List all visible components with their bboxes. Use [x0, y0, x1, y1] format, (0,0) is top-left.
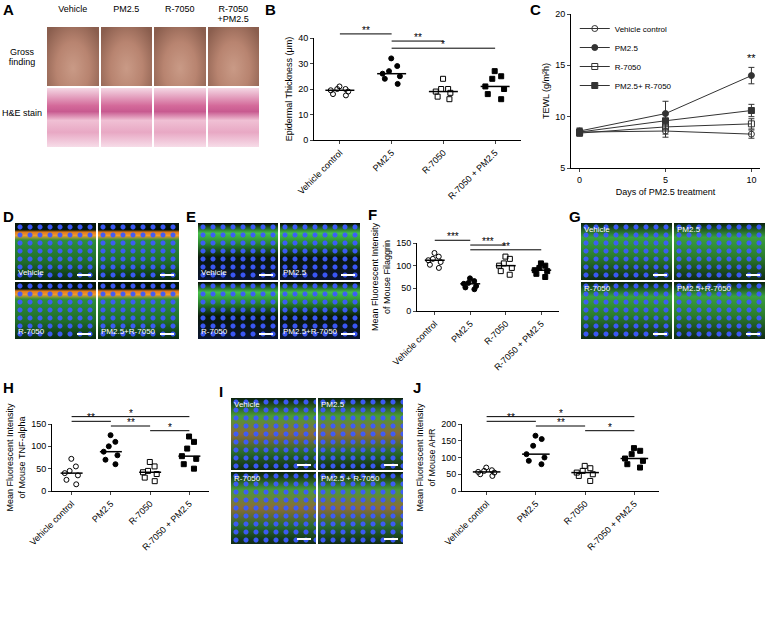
svg-text:Epidermal Thickness (μm): Epidermal Thickness (μm) — [284, 37, 294, 142]
html-text:Vehicle: Vehicle — [584, 225, 610, 234]
svg-text:5: 5 — [560, 163, 565, 173]
svg-text:Vehicle control: Vehicle control — [443, 499, 491, 547]
svg-text:***: *** — [482, 236, 494, 247]
svg-text:*: * — [441, 39, 445, 50]
svg-text:Days of PM2.5 treatment: Days of PM2.5 treatment — [616, 187, 716, 197]
svg-text:150: 150 — [441, 436, 456, 446]
svg-text:200: 200 — [441, 419, 456, 429]
svg-text:R-7050: R-7050 — [482, 319, 510, 347]
svg-text:**: ** — [362, 25, 370, 36]
html-text:Vehicle: Vehicle — [58, 4, 88, 14]
svg-text:**: ** — [414, 32, 422, 43]
html-text:A: A — [3, 1, 14, 18]
html-text:Vehicle: Vehicle — [201, 268, 227, 277]
svg-text:***: *** — [447, 231, 459, 242]
html-text:PM2.5: PM2.5 — [677, 225, 701, 234]
svg-text:50: 50 — [36, 464, 46, 474]
svg-text:PM2.5: PM2.5 — [371, 148, 396, 173]
svg-text:150: 150 — [396, 238, 411, 248]
svg-text:*: * — [129, 408, 133, 419]
svg-text:Vehicle control: Vehicle control — [28, 499, 76, 547]
html-text:R-7050: R-7050 — [18, 327, 45, 336]
html-text:R-7050: R-7050 — [201, 327, 228, 336]
html-text:J: J — [413, 379, 422, 396]
svg-text:40: 40 — [298, 33, 308, 43]
svg-text:20: 20 — [555, 9, 565, 19]
svg-text:Vehicle control: Vehicle control — [615, 25, 667, 34]
svg-text:Mean Fluorescent Intensityof M: Mean Fluorescent Intensityof Mouse Filag… — [370, 222, 392, 331]
svg-text:R-7050 + PM2.5: R-7050 + PM2.5 — [585, 499, 639, 553]
html-text:Vehicle: Vehicle — [234, 400, 260, 409]
svg-text:5: 5 — [663, 175, 668, 185]
svg-text:PM2.5+ R-7050: PM2.5+ R-7050 — [615, 82, 672, 91]
svg-text:R-7050 + PM2.5: R-7050 + PM2.5 — [446, 148, 500, 202]
html-text:R-7050: R-7050 — [234, 474, 261, 483]
svg-text:*: * — [168, 422, 172, 433]
svg-text:**: ** — [502, 241, 510, 252]
svg-text:30: 30 — [298, 59, 308, 69]
html-text:PM2.5+R-7050: PM2.5+R-7050 — [677, 284, 731, 293]
svg-text:*: * — [608, 422, 612, 433]
svg-text:150: 150 — [31, 419, 46, 429]
svg-text:0: 0 — [577, 175, 582, 185]
svg-text:15: 15 — [555, 60, 565, 70]
svg-text:R-7050: R-7050 — [127, 499, 155, 527]
svg-text:0: 0 — [41, 486, 46, 496]
svg-text:**: ** — [87, 412, 95, 423]
svg-text:10: 10 — [298, 110, 308, 120]
svg-text:**: ** — [557, 417, 565, 428]
svg-text:10: 10 — [746, 175, 756, 185]
svg-text:10: 10 — [555, 112, 565, 122]
svg-text:100: 100 — [441, 453, 456, 463]
html-text:B: B — [265, 1, 276, 18]
svg-text:50: 50 — [446, 469, 456, 479]
html-text:G: G — [569, 208, 581, 225]
svg-text:TEWL (g/m²h): TEWL (g/m²h) — [541, 63, 551, 119]
svg-text:0: 0 — [406, 306, 411, 316]
html-text:R-7050 +PM2.5: R-7050 +PM2.5 — [217, 4, 249, 24]
svg-text:20: 20 — [298, 84, 308, 94]
html-text:R-7050: R-7050 — [165, 4, 195, 14]
html-text:F: F — [368, 206, 378, 223]
html-text:E: E — [186, 208, 196, 225]
svg-text:Vehicle control: Vehicle control — [391, 319, 439, 367]
svg-text:PM2.5: PM2.5 — [449, 319, 474, 344]
svg-text:R-7050: R-7050 — [420, 148, 448, 176]
svg-text:Mean Fluorescent Intensityof M: Mean Fluorescent Intensityof Mouse TNF-a… — [5, 403, 27, 512]
html-text:C: C — [530, 1, 541, 18]
html-text:PM2.5: PM2.5 — [113, 4, 140, 14]
html-text:Gross finding: Gross finding — [8, 46, 36, 67]
html-text:I: I — [219, 383, 224, 400]
svg-text:R-7050: R-7050 — [562, 499, 590, 527]
svg-text:0: 0 — [451, 486, 456, 496]
svg-text:**: ** — [127, 417, 135, 428]
svg-text:**: ** — [507, 412, 515, 423]
svg-text:100: 100 — [31, 441, 46, 451]
html-text:H: H — [3, 379, 14, 396]
html-text:R-7050: R-7050 — [584, 284, 611, 293]
svg-text:PM2.5: PM2.5 — [515, 499, 540, 524]
svg-text:R-7050: R-7050 — [615, 63, 642, 72]
svg-text:**: ** — [747, 52, 756, 64]
html-text:D: D — [3, 208, 14, 225]
svg-text:*: * — [559, 408, 563, 419]
html-text:Vehicle: Vehicle — [18, 268, 44, 277]
svg-text:Vehicle control: Vehicle control — [296, 148, 344, 196]
html-text:PM2.5+R-7050: PM2.5+R-7050 — [101, 327, 155, 336]
html-text:PM2.5: PM2.5 — [321, 400, 345, 409]
svg-text:Mean Fluorescent Intensityof M: Mean Fluorescent Intensityof Mouse AHR — [415, 403, 437, 512]
svg-text:R-7050 + PM2.5: R-7050 + PM2.5 — [140, 499, 194, 553]
svg-text:50: 50 — [401, 283, 411, 293]
html-text:H&E stain: H&E stain — [2, 107, 42, 118]
svg-text:100: 100 — [396, 261, 411, 271]
svg-text:R-7050 + PM2.5: R-7050 + PM2.5 — [492, 319, 546, 373]
svg-text:0: 0 — [303, 135, 308, 145]
html-text:PM2.5 + R-7050: PM2.5 + R-7050 — [321, 474, 380, 483]
html-text:PM2.5: PM2.5 — [283, 268, 307, 277]
svg-text:PM2.5: PM2.5 — [615, 44, 639, 53]
svg-text:PM2.5: PM2.5 — [90, 499, 115, 524]
html-text:PM2.5+R-7050: PM2.5+R-7050 — [283, 327, 337, 336]
